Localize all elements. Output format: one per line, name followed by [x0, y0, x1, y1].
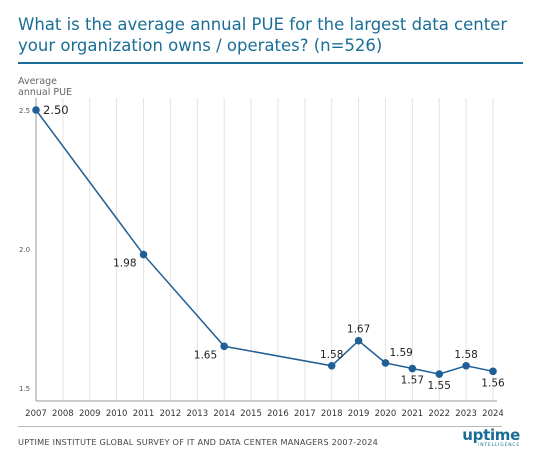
data-point-2024 [489, 367, 497, 376]
x-tick-label-2012: 2012 [160, 409, 182, 419]
data-point-2014 [220, 342, 228, 351]
data-label-2024: 1.56 [481, 377, 505, 389]
y-tick-label-1-5: 1.5 [19, 385, 30, 393]
chart-title: What is the average annual PUE for the l… [18, 15, 508, 55]
data-label-2018: 1.58 [320, 349, 343, 361]
data-label-2022: 1.55 [428, 380, 451, 392]
y-axis-label-line-1: Average [18, 76, 58, 87]
data-point-2007 [32, 106, 40, 114]
data-point-2011 [139, 250, 148, 259]
x-tick-label-2024: 2024 [482, 409, 504, 419]
data-label-2020: 1.59 [389, 347, 412, 359]
x-tick-label-2019: 2019 [348, 409, 370, 419]
pue-series-line [35, 109, 494, 375]
data-point-2019 [354, 336, 363, 345]
footer-divider [18, 426, 502, 427]
data-label-2021: 1.57 [401, 375, 424, 387]
x-tick-label-2008: 2008 [52, 409, 74, 419]
data-point-2023 [462, 361, 470, 370]
data-point-2020 [381, 359, 390, 367]
x-tick-label-2015: 2015 [240, 409, 262, 419]
data-label-2011: 1.98 [113, 258, 136, 270]
logo-wordmark: uptime [462, 426, 520, 444]
data-point-2021 [408, 364, 417, 373]
data-label-2023: 1.58 [454, 349, 477, 361]
x-tick-label-2023: 2023 [455, 409, 477, 419]
x-tick-label-2021: 2021 [402, 409, 424, 419]
data-label-2019: 1.67 [347, 324, 370, 336]
y-axis-label: Average annual PUE [18, 76, 72, 98]
uptime-intelligence-logo: uptime INTELLIGENCE [462, 428, 520, 449]
x-tick-label-2016: 2016 [267, 409, 289, 419]
x-tick-label-2020: 2020 [375, 409, 397, 419]
x-tick-label-2014: 2014 [213, 409, 235, 419]
x-tick-label-2007: 2007 [25, 409, 47, 419]
title-divider [18, 62, 523, 64]
logo-tagline: INTELLIGENCE [478, 443, 520, 448]
data-label-2007: 2.50 [43, 103, 69, 117]
source-note: UPTIME INSTITUTE GLOBAL SURVEY OF IT AND… [18, 437, 379, 447]
y-axis-label-line-2: annual PUE [18, 87, 73, 98]
x-tick-label-2022: 2022 [428, 409, 450, 419]
data-label-2014: 1.65 [194, 349, 217, 361]
y-tick-label-2-5: 2.5 [19, 107, 30, 115]
x-tick-label-2017: 2017 [294, 409, 316, 419]
x-tick-label-2013: 2013 [186, 409, 208, 419]
x-tick-label-2010: 2010 [106, 409, 128, 419]
x-tick-label-2009: 2009 [79, 409, 101, 419]
data-point-2018 [327, 361, 336, 370]
x-tick-label-2018: 2018 [321, 409, 343, 419]
y-tick-label-2-0: 2.0 [19, 246, 30, 254]
data-point-2022 [435, 370, 444, 378]
x-tick-label-2011: 2011 [133, 409, 155, 419]
